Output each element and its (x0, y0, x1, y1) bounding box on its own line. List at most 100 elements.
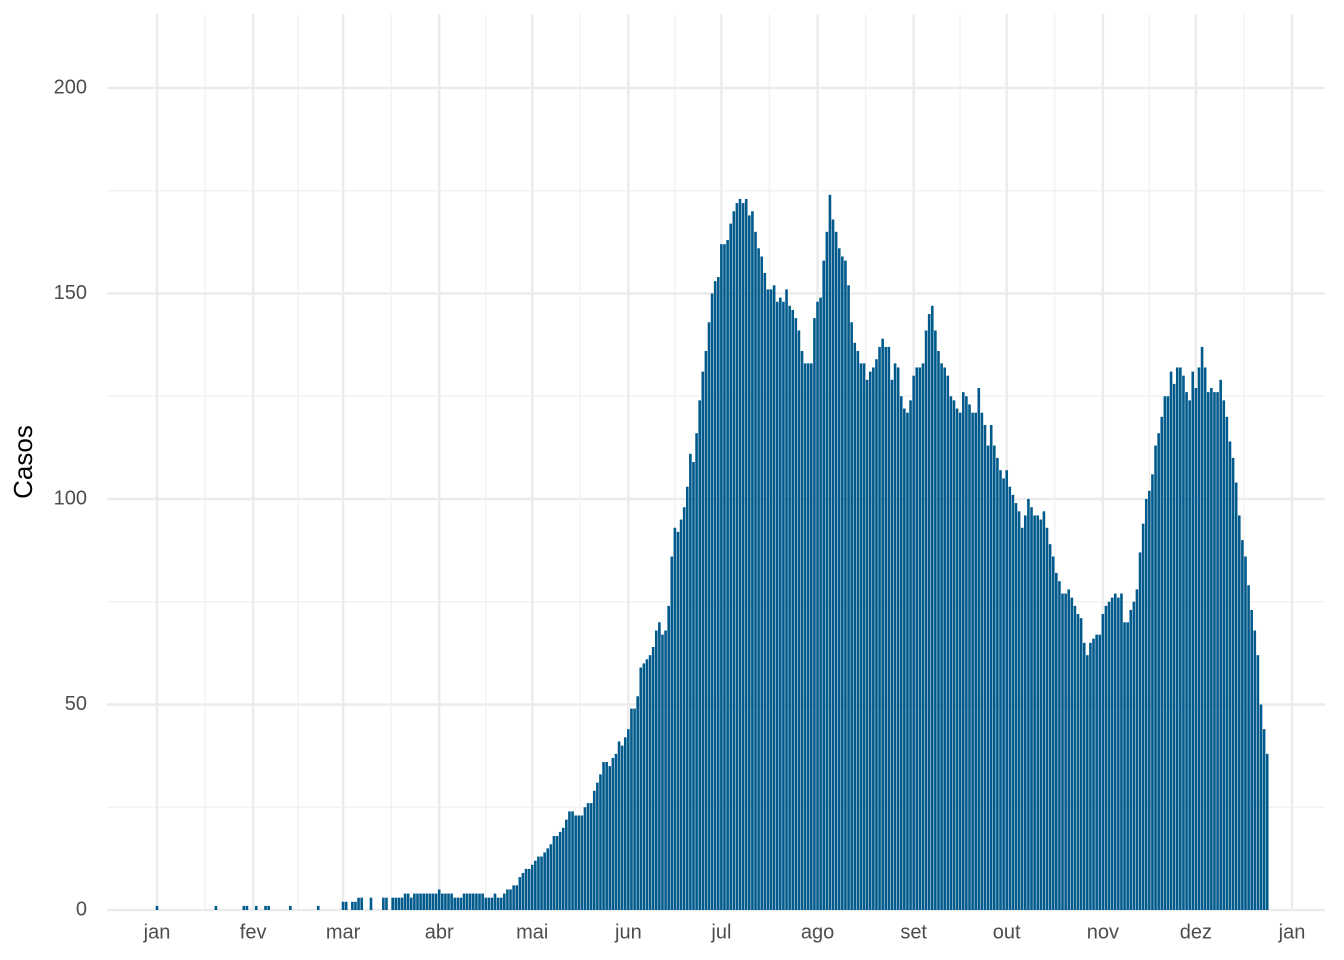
y-tick-label: 0 (76, 898, 87, 920)
x-tick-label: jan (1278, 921, 1306, 943)
bar (351, 901, 354, 910)
bar (503, 893, 506, 910)
bar (254, 905, 258, 910)
bar (1151, 474, 1154, 910)
bar (958, 412, 962, 910)
bar (651, 646, 655, 910)
bar (729, 223, 733, 910)
bar (1166, 396, 1170, 910)
bar (419, 893, 422, 910)
bar (518, 877, 522, 910)
bar (1039, 519, 1043, 910)
bar (1132, 601, 1136, 910)
bar (1182, 375, 1185, 910)
bar (930, 305, 934, 910)
bar (912, 375, 915, 910)
bar (1082, 642, 1086, 910)
bar (1055, 572, 1058, 910)
bar (583, 807, 587, 910)
bar (788, 305, 791, 910)
bar (707, 322, 711, 911)
bar (893, 363, 897, 910)
bar (636, 696, 639, 910)
bar (986, 445, 990, 910)
bar (713, 281, 717, 910)
bar (549, 844, 553, 910)
bar (1250, 609, 1253, 910)
bar (1020, 527, 1024, 910)
bar (720, 244, 723, 910)
bar (878, 346, 881, 910)
bar (673, 527, 677, 910)
bar (1206, 392, 1210, 911)
bar (943, 367, 946, 910)
x-tick-label: fev (240, 921, 267, 943)
x-tick-label: dez (1180, 921, 1212, 943)
bar (837, 248, 841, 911)
bar (558, 831, 562, 910)
bar (462, 893, 466, 910)
bar (245, 905, 249, 910)
bar (974, 412, 977, 910)
bar (1185, 392, 1188, 911)
bar (648, 655, 652, 910)
bar (264, 905, 267, 910)
bar (499, 897, 503, 910)
x-tick-label: jul (710, 921, 731, 943)
bar (530, 864, 534, 910)
bar (654, 630, 658, 910)
bar (524, 868, 528, 910)
bar (1017, 511, 1021, 910)
bar (354, 901, 357, 910)
bar (868, 371, 872, 910)
bar (949, 396, 953, 910)
bar (1179, 367, 1182, 910)
bar (952, 400, 956, 910)
x-tick-label: mar (326, 921, 361, 943)
bar (400, 897, 404, 910)
bar (738, 198, 742, 911)
bar (955, 408, 959, 910)
bar (608, 766, 612, 910)
bar (769, 289, 773, 910)
bar (834, 231, 838, 911)
bar (1089, 642, 1092, 910)
bar (437, 889, 441, 910)
bar (490, 897, 494, 910)
bar (704, 351, 708, 910)
bar (782, 301, 785, 910)
bar (716, 277, 720, 910)
bar (580, 815, 584, 910)
bar (623, 737, 627, 910)
y-axis-title: Casos (8, 425, 38, 499)
bar (980, 412, 984, 910)
bar (779, 297, 782, 911)
bar (1117, 597, 1120, 910)
bar (685, 486, 689, 910)
bar (689, 453, 692, 910)
bar (1194, 388, 1198, 911)
bar (862, 363, 866, 910)
bar (1191, 371, 1195, 910)
bar (447, 893, 450, 910)
bar (1008, 486, 1012, 910)
bar (670, 556, 674, 910)
bar (627, 729, 630, 910)
bar (1042, 511, 1046, 910)
bar (642, 663, 646, 910)
bar (1160, 416, 1164, 910)
bar (496, 897, 500, 910)
bar (577, 815, 581, 910)
bar (1141, 523, 1145, 910)
bar (800, 351, 804, 910)
bar (478, 893, 481, 910)
bar (760, 256, 764, 910)
bar (1157, 433, 1160, 910)
bar (540, 856, 543, 910)
bar (847, 285, 850, 910)
bar (453, 897, 457, 910)
bar (468, 893, 472, 910)
bar (537, 856, 540, 910)
bar (1253, 630, 1257, 910)
